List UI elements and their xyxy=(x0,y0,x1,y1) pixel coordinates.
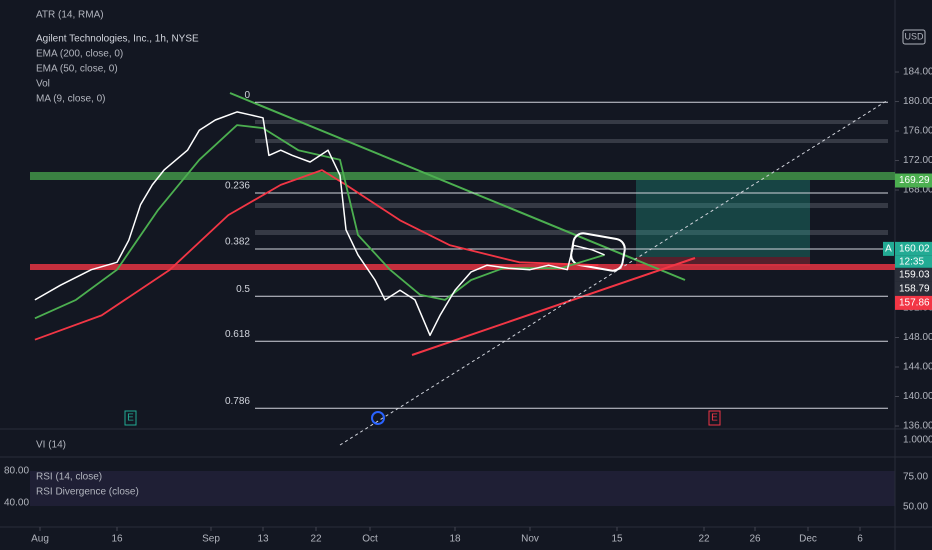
price-label: 158.79 xyxy=(899,284,930,295)
x-tick-label: 6 xyxy=(857,534,863,545)
event-label: E xyxy=(711,413,718,424)
price-label-bg xyxy=(895,295,932,310)
dividend-marker xyxy=(371,411,385,425)
rsi-tick: 50.00 xyxy=(903,502,928,513)
alert-marker: A xyxy=(885,244,892,255)
rsi-tick: 80.00 xyxy=(4,466,29,477)
y-tick-label: 176.00 xyxy=(903,126,932,137)
y-tick-label: 140.00 xyxy=(903,391,932,402)
fib-label: 0.5 xyxy=(236,284,250,295)
x-tick-label: Aug xyxy=(31,534,49,545)
price-label: 169.29 xyxy=(899,175,930,186)
series-line xyxy=(34,111,605,337)
rsi-tick: 75.00 xyxy=(903,472,928,483)
y-tick-label: 148.00 xyxy=(903,332,932,343)
indicator-label: VI (14) xyxy=(36,440,66,451)
event-label: E xyxy=(127,413,134,424)
x-tick-label: 13 xyxy=(257,534,269,545)
x-tick-label: 22 xyxy=(310,534,322,545)
fib-label: 0.786 xyxy=(225,396,250,407)
fib-label: 0 xyxy=(244,90,250,101)
price-label-bg xyxy=(895,173,932,188)
zone xyxy=(255,203,888,208)
rsi-tick: 40.00 xyxy=(4,498,29,509)
event-marker xyxy=(124,410,137,426)
currency-box[interactable] xyxy=(902,29,926,45)
support-zone xyxy=(30,172,895,180)
legend-entry: EMA (200, close, 0) xyxy=(36,49,123,60)
x-tick-label: Dec xyxy=(799,534,817,545)
zone xyxy=(255,139,888,143)
alert-bg xyxy=(883,241,894,256)
legend-entry: EMA (50, close, 0) xyxy=(36,64,118,75)
price-label-bg xyxy=(895,281,932,296)
legend-entry: Vol xyxy=(36,79,50,90)
indicator-label: ATR (14, RMA) xyxy=(36,10,104,21)
x-tick-label: 18 xyxy=(449,534,461,545)
fib-label: 0.382 xyxy=(225,237,250,248)
price-label-bg xyxy=(895,241,932,256)
fib-label: 0.618 xyxy=(225,329,250,340)
x-tick-label: 22 xyxy=(698,534,710,545)
x-tick-label: 26 xyxy=(749,534,761,545)
price-label: 157.86 xyxy=(899,298,930,309)
y-tick-label: 172.00 xyxy=(903,155,932,166)
series-line xyxy=(34,124,605,320)
trendline xyxy=(411,257,696,356)
x-tick-label: Nov xyxy=(521,534,539,545)
zone xyxy=(255,120,888,124)
series-line xyxy=(34,169,599,341)
legend-entry: MA (9, close, 0) xyxy=(36,94,105,105)
countdown: 12:35 xyxy=(899,257,924,268)
price-label: 159.03 xyxy=(899,270,930,281)
price-label-bg xyxy=(895,267,932,282)
price-label: 160.02 xyxy=(899,244,930,255)
target-box xyxy=(636,180,810,257)
y-tick-label: 144.00 xyxy=(903,362,932,373)
countdown-bg xyxy=(895,255,932,268)
fib-label: 0.236 xyxy=(225,181,250,192)
x-tick-label: 15 xyxy=(611,534,623,545)
stop-box xyxy=(636,257,810,266)
indicator-label: RSI (14, close) xyxy=(36,472,102,483)
rsi-band xyxy=(30,471,895,506)
y-tick-label: 168.00 xyxy=(903,185,932,196)
chart-title: Agilent Technologies, Inc., 1h, NYSE xyxy=(36,34,199,45)
x-tick-label: 16 xyxy=(111,534,123,545)
y-tick-label: 184.00 xyxy=(903,67,932,78)
resistance-zone xyxy=(30,264,895,270)
y-tick-label: 136.00 xyxy=(903,421,932,432)
event-marker xyxy=(708,410,721,426)
indicator-label: RSI Divergence (close) xyxy=(36,487,139,498)
x-tick-label: Sep xyxy=(202,534,220,545)
vi-tick: 1.0000 xyxy=(903,435,932,446)
y-tick-label: 180.00 xyxy=(903,96,932,107)
x-tick-label: Oct xyxy=(362,534,378,545)
currency-label[interactable]: USD xyxy=(904,31,924,41)
